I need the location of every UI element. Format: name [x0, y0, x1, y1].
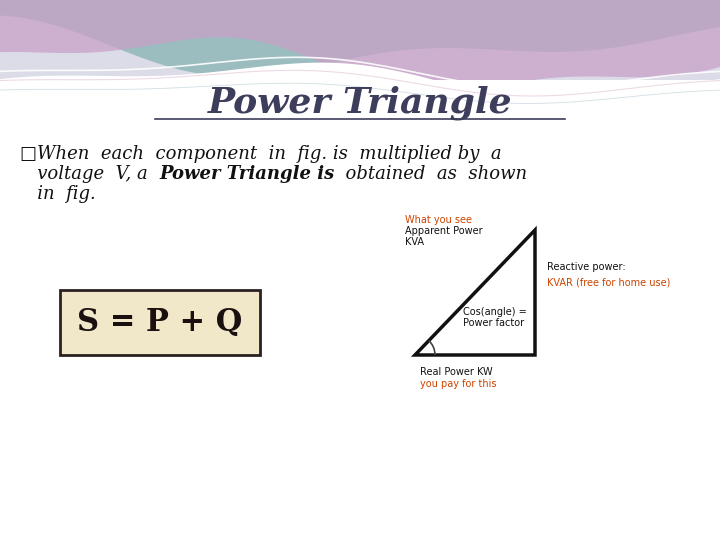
Polygon shape	[0, 0, 720, 77]
Text: KVA: KVA	[405, 237, 424, 247]
Text: obtained  as  shown: obtained as shown	[335, 165, 528, 183]
Text: voltage  V, a: voltage V, a	[20, 165, 159, 183]
Text: Real Power KW: Real Power KW	[420, 367, 492, 377]
Polygon shape	[0, 63, 720, 110]
Text: KVAR (free for home use): KVAR (free for home use)	[547, 278, 670, 287]
Text: you pay for this: you pay for this	[420, 379, 497, 389]
Polygon shape	[0, 0, 720, 93]
Text: What you see: What you see	[405, 215, 472, 225]
Text: □When  each  component  in  fig. is  multiplied by  a: □When each component in fig. is multipli…	[20, 145, 502, 163]
FancyBboxPatch shape	[60, 290, 260, 355]
Text: S = P + Q: S = P + Q	[77, 307, 243, 338]
Polygon shape	[0, 0, 720, 110]
Text: Reactive power:: Reactive power:	[547, 262, 626, 273]
Polygon shape	[0, 80, 720, 540]
Text: Power Triangle is: Power Triangle is	[159, 165, 335, 183]
Text: Cos(angle) =: Cos(angle) =	[463, 307, 527, 317]
Text: Power Triangle: Power Triangle	[207, 85, 513, 119]
Text: Power factor: Power factor	[463, 318, 524, 328]
Text: Apparent Power: Apparent Power	[405, 226, 482, 236]
Text: in  fig.: in fig.	[20, 185, 96, 203]
